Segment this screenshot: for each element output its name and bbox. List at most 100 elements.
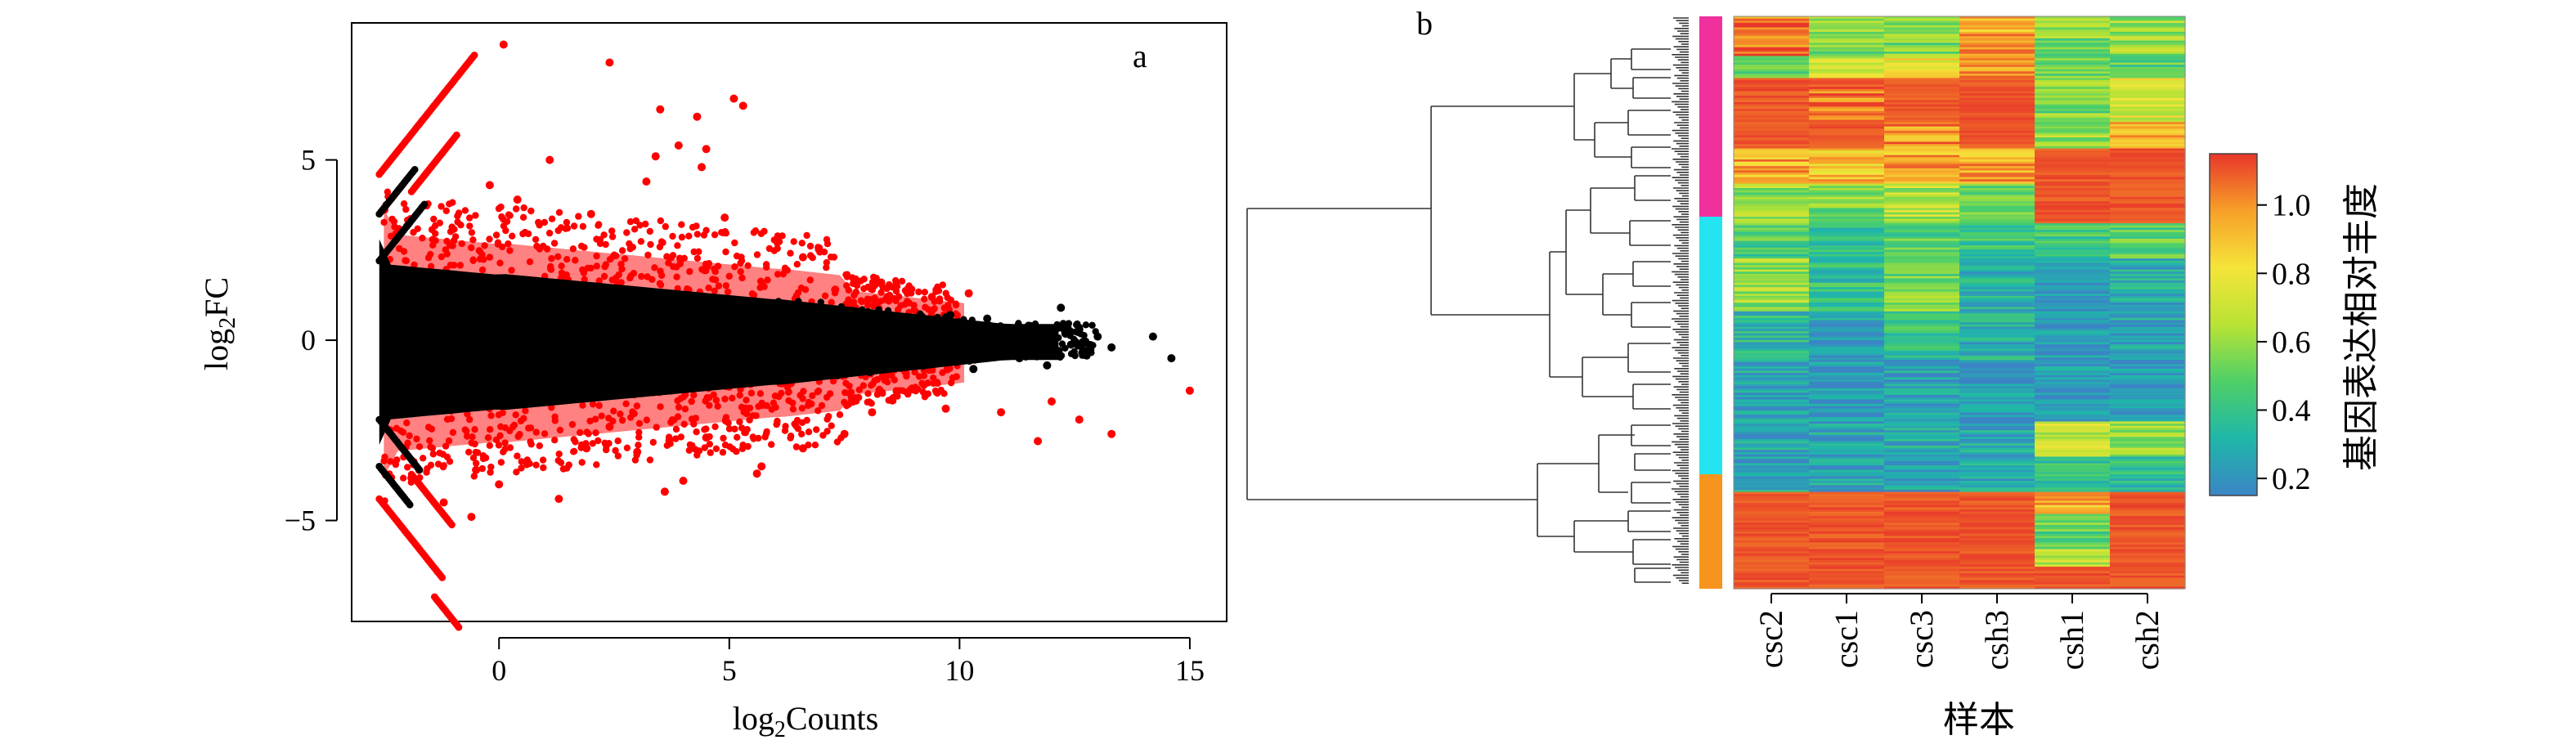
heatmap-cell [1809, 399, 1885, 402]
significant-point [487, 469, 494, 476]
significant-point [554, 457, 562, 464]
heatmap-cell [1734, 231, 1810, 235]
heatmap-cell [2110, 498, 2186, 501]
heatmap-cell [1884, 40, 1960, 43]
non-significant-point [866, 369, 874, 377]
heatmap-cell [2110, 410, 2186, 414]
data-point [932, 357, 941, 366]
heatmap-cell [1884, 123, 1960, 128]
heatmap-cell [1809, 164, 1885, 167]
heatmap-cell [1959, 56, 2035, 59]
heatmap-cell [1734, 313, 1810, 316]
significant-point [871, 275, 878, 283]
heatmap-cell [1809, 456, 1885, 460]
non-significant-point [1072, 341, 1079, 348]
heatmap-cell [1959, 338, 2035, 341]
heatmap-cell [1809, 71, 1885, 74]
heatmap-cell [1884, 195, 1960, 198]
significant-point [499, 409, 506, 416]
significant-point [688, 397, 695, 406]
heatmap-cell [2035, 425, 2111, 429]
heatmap-cell [1884, 417, 1960, 420]
significant-point [898, 277, 906, 285]
heatmap-cell [1809, 155, 1885, 158]
significant-point [635, 433, 643, 441]
significant-point [495, 442, 503, 449]
heatmap-cell [2035, 311, 2111, 315]
heatmap-cell [1884, 38, 1960, 42]
heatmap-cell [2035, 40, 2111, 43]
heatmap-cell [2035, 225, 2111, 229]
heatmap-cell [1884, 148, 1960, 151]
heatmap-cell [1884, 498, 1960, 501]
heatmap-cell [2110, 139, 2186, 143]
heatmap-cell [2110, 174, 2186, 178]
significant-point [871, 377, 878, 384]
heatmap-cell [1884, 344, 1960, 348]
heatmap-cell [2110, 571, 2186, 574]
heatmap-cell [1734, 265, 1810, 268]
non-significant-point [875, 364, 882, 371]
non-significant-point [995, 352, 1003, 359]
significant-point [693, 254, 702, 262]
heatmap-cell [1734, 170, 1810, 173]
heatmap-cell [2110, 91, 2186, 94]
significant-point [593, 252, 600, 260]
heatmap-cell [1959, 137, 2035, 141]
heatmap-cell [2035, 432, 2111, 436]
heatmap-cell [1734, 346, 1810, 350]
significant-point [799, 395, 806, 402]
heatmap-cell [1959, 373, 2035, 376]
heatmap-cell [2035, 258, 2111, 262]
heatmap-cell [2035, 135, 2111, 138]
heatmap-cell [2110, 446, 2186, 449]
heatmap-cell [1959, 146, 2035, 150]
heatmap-cell [2035, 60, 2111, 64]
heatmap-cell [1809, 113, 1885, 116]
arc-point [420, 200, 429, 209]
heatmap-cell [1884, 25, 1960, 29]
significant-point [644, 273, 651, 280]
data-point [660, 487, 669, 496]
heatmap-cell [1734, 159, 1810, 163]
heatmap-cell [1959, 113, 2035, 116]
data-point [693, 112, 702, 121]
heatmap-cell [1809, 34, 1885, 37]
significant-point [741, 428, 748, 437]
heatmap-cell [1809, 45, 1885, 48]
heatmap-cell [2110, 262, 2186, 266]
heatmap-cell [1884, 476, 1960, 479]
significant-point [895, 306, 902, 313]
non-significant-point [901, 339, 909, 348]
heatmap-cell [1884, 152, 1960, 156]
heatmap-cell [2110, 428, 2186, 431]
heatmap-cell [1959, 487, 2035, 491]
heatmap-cell [1734, 52, 1810, 55]
heatmap-cell [2110, 581, 2186, 585]
heatmap-cell [2110, 339, 2186, 343]
significant-point [400, 474, 407, 482]
heatmap-cell [2035, 231, 2111, 235]
heatmap-cell [1734, 360, 1810, 363]
non-significant-point [872, 344, 880, 352]
heatmap-cell [1809, 381, 1885, 385]
heatmap-cell [1734, 476, 1810, 479]
heatmap-cell [1884, 482, 1960, 487]
heatmap-cell [1809, 509, 1885, 513]
significant-point [503, 218, 511, 226]
significant-point [749, 433, 756, 441]
heatmap-cell [2035, 18, 2111, 21]
heatmap-cell [1734, 109, 1810, 112]
heatmap-cell [1884, 150, 1960, 154]
heatmap-cell [2110, 155, 2186, 158]
heatmap-cell [1734, 540, 1810, 544]
heatmap-cell [1734, 401, 1810, 405]
significant-point [702, 226, 710, 234]
heatmap-cell [2110, 322, 2186, 325]
non-significant-point [834, 372, 841, 379]
heatmap-cell [1884, 128, 1960, 132]
heatmap-cell [1884, 188, 1960, 191]
heatmap-cell [2035, 23, 2111, 26]
heatmap-cell [1959, 31, 2035, 35]
heatmap-cell [1959, 139, 2035, 143]
